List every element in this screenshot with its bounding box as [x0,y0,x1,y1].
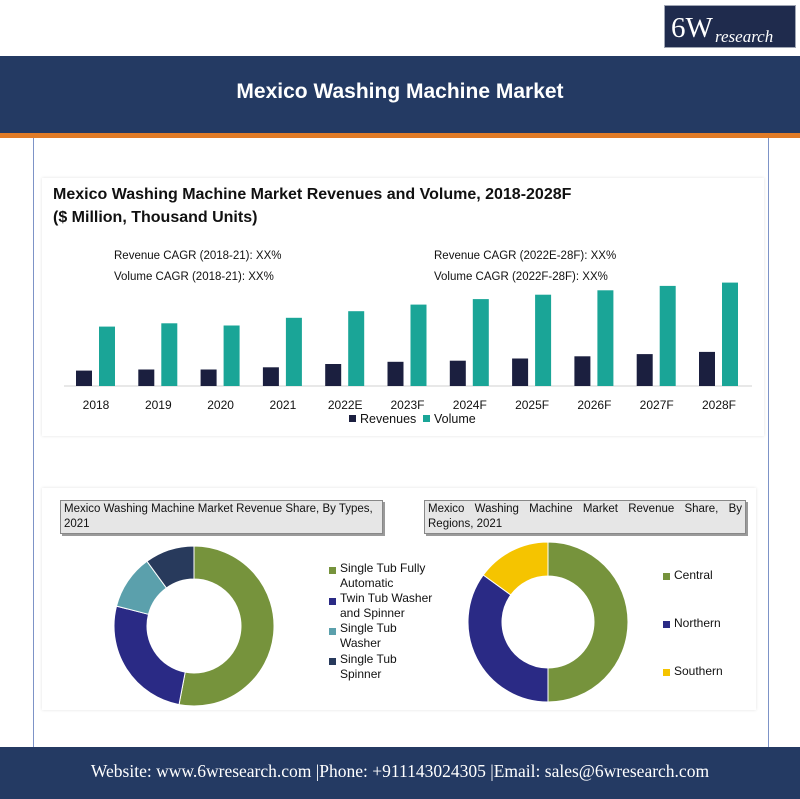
legend-label-southern: Southern [674,664,723,678]
legend-swatch-single-tub-fully-automatic [329,567,336,574]
content-frame [33,138,769,747]
cagr-right-volume: Volume CAGR (2022F-28F): XX% [434,271,608,283]
logo-mark: 6W [671,12,713,44]
footer-band [0,747,800,799]
legend-swatch-southern [663,669,670,676]
cagr-right-revenue: Revenue CAGR (2022E-28F): XX% [434,250,617,262]
bar-chart-title: Mexico Washing Machine Market Revenues a… [53,186,572,203]
header-accent-line [0,133,800,138]
legend-swatch-twin-tub [329,598,336,605]
logo-wordmark: research [715,27,774,46]
cagr-left-volume: Volume CAGR (2018-21): XX% [114,271,274,283]
header-band [0,56,800,133]
legend-swatch-single-tub-washer [329,628,336,635]
legend-label-twin-tub: Twin Tub Washer and Spinner [340,591,433,620]
legend-label-single-tub-washer: Single Tub Washer [340,621,397,650]
legend-swatch-single-tub-spinner [329,658,336,665]
legend-label-single-tub-spinner: Single Tub Spinner [340,652,397,681]
donut-right-title: Mexico Washing Machine Market Revenue Sh… [424,500,746,534]
donut-left-title: Mexico Washing Machine Market Revenue Sh… [60,500,383,534]
page-title: Mexico Washing Machine Market [236,80,564,103]
legend-label-single-tub-fully-automatic: Single Tub Fully Automatic [340,561,426,590]
brand-logo: 6W research [664,5,796,48]
legend-swatch-northern [663,621,670,628]
legend-label-northern: Northern [674,616,721,630]
legend-swatch-central [663,573,670,580]
footer-contact: Website: www.6wresearch.com |Phone: +911… [90,761,710,781]
bar-chart-subtitle: ($ Million, Thousand Units) [53,209,258,226]
cagr-left-revenue: Revenue CAGR (2018-21): XX% [114,250,282,262]
bar-chart-panel [42,178,764,436]
legend-label-central: Central [674,568,713,582]
